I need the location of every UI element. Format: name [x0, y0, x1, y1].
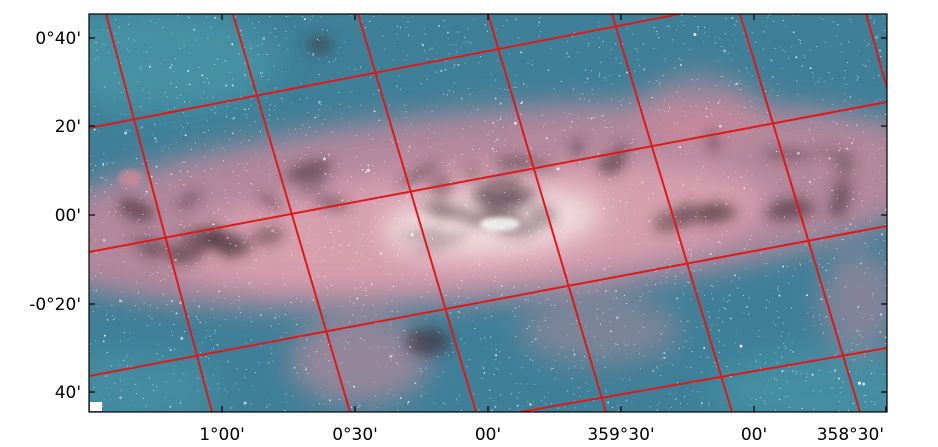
grid-line-lat [89, 225, 887, 377]
x-tick-label: 359°30' [587, 425, 654, 445]
x-tick-label: 358°30' [817, 425, 884, 445]
milky-way-image [89, 14, 887, 412]
x-tick-label: 00' [475, 425, 501, 445]
x-tick-label: 0°30' [332, 425, 378, 445]
y-tick-label: 20' [55, 117, 81, 137]
y-tick-label: 00' [55, 206, 81, 226]
grid-line-lat [89, 101, 887, 253]
corner-marker [90, 402, 102, 411]
x-tick-label: 00' [741, 425, 767, 445]
tick-marks [89, 14, 887, 412]
grid-line-lat [519, 347, 887, 412]
grid-line-lon [105, 14, 213, 412]
y-tick-label: 40' [55, 383, 81, 403]
y-tick-label: 0°40' [35, 29, 81, 49]
coordinate-grid [89, 14, 887, 412]
grid-line-lon [611, 14, 733, 412]
grid-line-lon [487, 14, 607, 412]
grid-line-lon [739, 14, 861, 412]
y-tick-label: -0°20' [29, 295, 81, 315]
grid-line-lon [865, 14, 887, 89]
x-tick-label: 1°00' [199, 425, 245, 445]
grid-line-lat [89, 14, 681, 129]
grid-line-lon [357, 14, 477, 412]
